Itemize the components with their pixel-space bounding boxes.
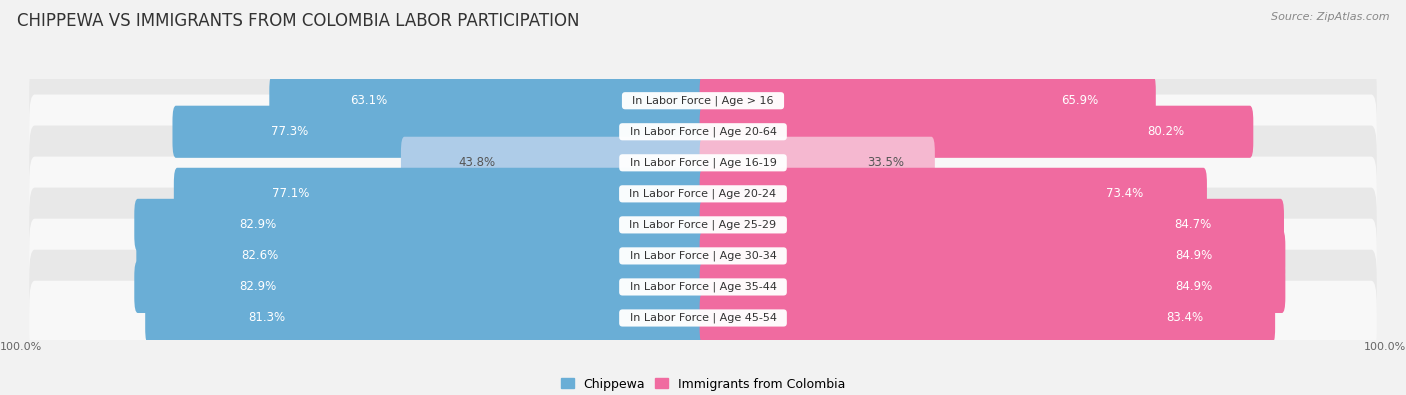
FancyBboxPatch shape xyxy=(30,250,1376,324)
Text: 84.7%: 84.7% xyxy=(1174,218,1211,231)
Text: 82.9%: 82.9% xyxy=(239,218,277,231)
Text: In Labor Force | Age 30-34: In Labor Force | Age 30-34 xyxy=(623,251,783,261)
Text: 77.3%: 77.3% xyxy=(271,125,308,138)
Text: In Labor Force | Age 20-64: In Labor Force | Age 20-64 xyxy=(623,126,783,137)
FancyBboxPatch shape xyxy=(30,281,1376,355)
FancyBboxPatch shape xyxy=(136,230,706,282)
Legend: Chippewa, Immigrants from Colombia: Chippewa, Immigrants from Colombia xyxy=(561,378,845,391)
Text: In Labor Force | Age 35-44: In Labor Force | Age 35-44 xyxy=(623,282,783,292)
FancyBboxPatch shape xyxy=(700,75,1156,127)
FancyBboxPatch shape xyxy=(30,156,1376,231)
Text: 84.9%: 84.9% xyxy=(1175,249,1212,262)
FancyBboxPatch shape xyxy=(173,106,706,158)
Text: 81.3%: 81.3% xyxy=(249,312,285,324)
Text: 65.9%: 65.9% xyxy=(1062,94,1098,107)
Text: Source: ZipAtlas.com: Source: ZipAtlas.com xyxy=(1271,12,1389,22)
Text: 83.4%: 83.4% xyxy=(1167,312,1204,324)
Text: 33.5%: 33.5% xyxy=(868,156,904,169)
Text: 63.1%: 63.1% xyxy=(350,94,388,107)
Text: 80.2%: 80.2% xyxy=(1147,125,1184,138)
FancyBboxPatch shape xyxy=(135,261,706,313)
FancyBboxPatch shape xyxy=(30,126,1376,200)
FancyBboxPatch shape xyxy=(30,64,1376,138)
Text: In Labor Force | Age 25-29: In Labor Force | Age 25-29 xyxy=(623,220,783,230)
FancyBboxPatch shape xyxy=(700,199,1284,251)
FancyBboxPatch shape xyxy=(30,188,1376,262)
FancyBboxPatch shape xyxy=(700,137,935,189)
Text: 84.9%: 84.9% xyxy=(1175,280,1212,293)
Text: 82.9%: 82.9% xyxy=(239,280,277,293)
FancyBboxPatch shape xyxy=(174,168,706,220)
FancyBboxPatch shape xyxy=(30,219,1376,293)
Text: In Labor Force | Age > 16: In Labor Force | Age > 16 xyxy=(626,96,780,106)
FancyBboxPatch shape xyxy=(700,230,1285,282)
FancyBboxPatch shape xyxy=(270,75,706,127)
Text: 82.6%: 82.6% xyxy=(240,249,278,262)
FancyBboxPatch shape xyxy=(700,292,1275,344)
Text: 43.8%: 43.8% xyxy=(458,156,495,169)
Text: 77.1%: 77.1% xyxy=(271,187,309,200)
Text: CHIPPEWA VS IMMIGRANTS FROM COLOMBIA LABOR PARTICIPATION: CHIPPEWA VS IMMIGRANTS FROM COLOMBIA LAB… xyxy=(17,12,579,30)
FancyBboxPatch shape xyxy=(401,137,706,189)
FancyBboxPatch shape xyxy=(145,292,706,344)
FancyBboxPatch shape xyxy=(700,261,1285,313)
Text: 73.4%: 73.4% xyxy=(1107,187,1143,200)
FancyBboxPatch shape xyxy=(135,199,706,251)
FancyBboxPatch shape xyxy=(30,94,1376,169)
FancyBboxPatch shape xyxy=(700,168,1206,220)
Text: In Labor Force | Age 45-54: In Labor Force | Age 45-54 xyxy=(623,313,783,323)
Text: In Labor Force | Age 16-19: In Labor Force | Age 16-19 xyxy=(623,158,783,168)
FancyBboxPatch shape xyxy=(700,106,1253,158)
Text: In Labor Force | Age 20-24: In Labor Force | Age 20-24 xyxy=(623,188,783,199)
